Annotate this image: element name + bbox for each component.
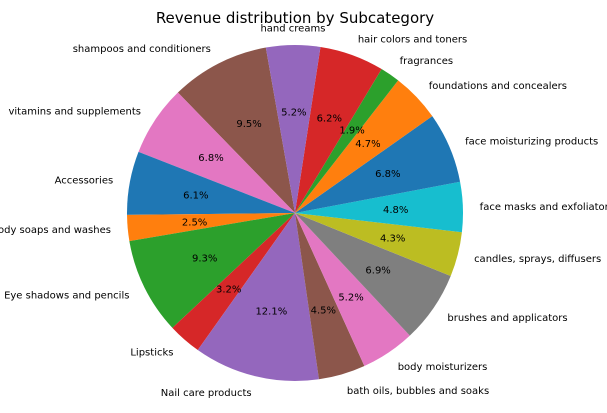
pct-label-eye-shadows-and-pencils: 9.3% [192, 253, 217, 264]
pct-label-vitamins-and-supplements: 6.8% [198, 153, 223, 164]
pie-slice-candles-sprays-diffusers [295, 213, 462, 277]
pie-slice-vitamins-and-supplements [138, 92, 295, 213]
slice-label-accessories: Accessories [55, 175, 114, 186]
pct-label-candles-sprays-diffusers: 4.3% [380, 233, 405, 244]
pct-label-body-moisturizers: 5.2% [338, 292, 363, 303]
pie-slice-eye-shadows-and-pencils [129, 213, 295, 328]
pie-slice-lipsticks [172, 213, 295, 351]
pie-slice-nail-care-products [197, 213, 319, 381]
chart-title: Revenue distribution by Subcategory [156, 9, 434, 27]
pie-slice-fragrances [295, 69, 399, 213]
pct-label-face-masks-and-exfoliators: 4.8% [383, 205, 408, 216]
pct-label-hair-colors-and-toners: 6.2% [317, 114, 342, 125]
pct-label-shampoos-and-conditioners: 9.5% [236, 119, 261, 130]
pie-slice-body-moisturizers [295, 213, 410, 366]
pct-label-bath-oils-bubbles-and-soaks: 4.5% [311, 305, 336, 316]
pie-slice-shampoos-and-conditioners [177, 47, 295, 213]
slice-label-eye-shadows-and-pencils: Eye shadows and pencils [4, 291, 129, 302]
pct-label-hand-creams: 5.2% [281, 108, 306, 119]
slice-label-lipsticks: Lipsticks [130, 348, 173, 359]
slice-label-candles-sprays-diffusers: candles, sprays, diffusers [474, 254, 601, 265]
pie-slice-hair-colors-and-toners [295, 46, 382, 213]
pie-slice-face-moisturizing-products [295, 116, 461, 213]
slice-label-hair-colors-and-toners: hair colors and toners [358, 35, 467, 46]
pct-label-accessories: 6.1% [183, 190, 208, 201]
slice-label-face-moisturizing-products: face moisturizing products [465, 136, 598, 147]
pie-slice-foundations-and-concealers [295, 80, 433, 214]
slices-layer [126, 44, 464, 381]
pct-label-face-moisturizing-products: 6.8% [375, 169, 400, 180]
slice-label-nail-care-products: Nail care products [161, 388, 252, 399]
slice-label-shampoos-and-conditioners: shampoos and conditioners [73, 44, 211, 55]
pct-label-fragrances: 1.9% [339, 125, 364, 136]
slice-label-vitamins-and-supplements: vitamins and supplements [8, 106, 141, 117]
pie-slice-accessories [126, 151, 295, 215]
pct-label-nail-care-products: 12.1% [255, 306, 287, 317]
slice-label-foundations-and-concealers: foundations and concealers [429, 81, 567, 92]
pie-slice-bath-oils-bubbles-and-soaks [295, 213, 365, 380]
pie-slice-brushes-and-applicators [295, 213, 451, 336]
slice-label-bath-oils-bubbles-and-soaks: bath oils, bubbles and soaks [347, 386, 489, 397]
slice-label-hand-creams: hand creams [260, 24, 325, 35]
pct-label-lipsticks: 3.2% [216, 284, 241, 295]
slice-label-body-soaps-and-washes: Body soaps and washes [0, 225, 111, 236]
slice-label-brushes-and-applicators: brushes and applicators [447, 313, 567, 324]
pie-slice-body-soaps-and-washes [127, 213, 295, 242]
slice-label-fragrances: fragrances [400, 56, 454, 67]
pct-label-foundations-and-concealers: 4.7% [355, 139, 380, 150]
pie-slice-face-masks-and-exfoliators [295, 181, 464, 233]
slice-label-face-masks-and-exfoliators: face masks and exfoliators [480, 202, 607, 213]
slice-label-body-moisturizers: body moisturizers [398, 362, 488, 373]
pie-slice-hand-creams [265, 44, 321, 213]
pct-label-brushes-and-applicators: 6.9% [365, 266, 390, 277]
pct-label-body-soaps-and-washes: 2.5% [182, 218, 207, 229]
labels-layer: 9.5% shampoos and conditioners 6.8% vitamin… [0, 24, 607, 399]
